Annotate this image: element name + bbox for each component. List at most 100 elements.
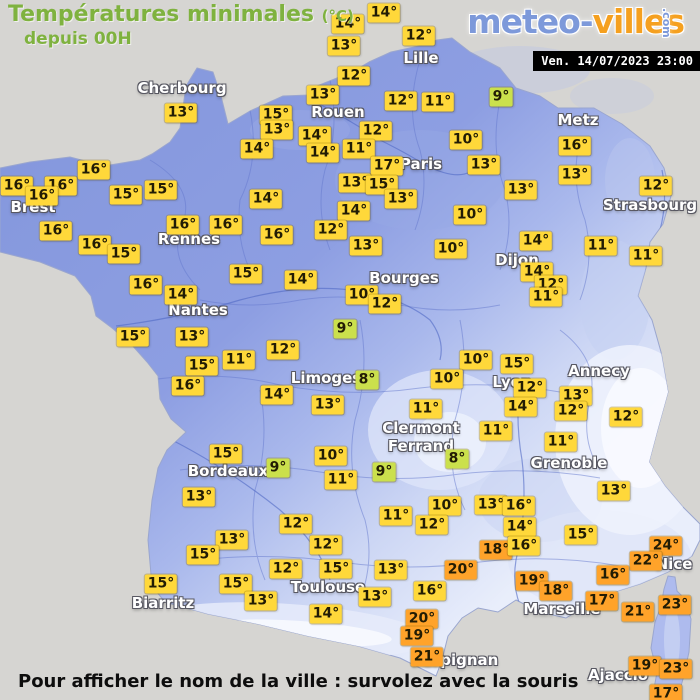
temp-badge[interactable]: 14° [503,517,537,537]
temp-badge[interactable]: 23° [658,595,692,615]
temp-badge[interactable]: 14° [164,285,198,305]
temp-badge[interactable]: 13° [597,481,631,501]
temp-badge[interactable]: 16° [413,581,447,601]
temp-badge[interactable]: 18° [479,540,513,560]
temp-badge[interactable]: 10° [434,239,468,259]
temp-badge[interactable]: 16° [596,565,630,585]
temp-badge[interactable]: 16° [25,186,59,206]
temp-badge[interactable]: 12° [314,220,348,240]
temp-badge[interactable]: 13° [374,560,408,580]
temp-badge[interactable]: 12° [639,176,673,196]
temp-badge[interactable]: 9° [489,87,513,107]
temp-badge[interactable]: 12° [337,66,371,86]
temp-badge[interactable]: 13° [384,189,418,209]
temp-badge[interactable]: 15° [185,356,219,376]
temp-badge[interactable]: 14° [519,231,553,251]
temp-badge[interactable]: 15° [259,105,293,125]
temp-badge[interactable]: 19° [628,656,662,676]
temp-badge[interactable]: 10° [449,130,483,150]
temp-badge[interactable]: 11° [584,236,618,256]
temp-badge[interactable]: 16° [502,496,536,516]
temp-badge[interactable]: 13° [260,120,294,140]
temp-badge[interactable]: 11° [629,246,663,266]
temp-badge[interactable]: 13° [358,587,392,607]
temp-badge[interactable]: 14° [331,14,365,34]
temp-badge[interactable]: 20° [405,609,439,629]
temp-badge[interactable]: 15° [229,264,263,284]
temp-badge[interactable]: 13° [175,327,209,347]
temp-badge[interactable]: 10° [428,496,462,516]
temp-badge[interactable]: 9° [333,319,357,339]
temp-badge[interactable]: 15° [500,354,534,374]
temp-badge[interactable]: 15° [144,180,178,200]
temp-badge[interactable]: 19° [400,626,434,646]
temp-badge[interactable]: 13° [349,236,383,256]
temp-badge[interactable]: 21° [410,647,444,667]
temp-badge[interactable]: 14° [504,397,538,417]
temp-badge[interactable]: 10° [453,205,487,225]
temp-badge[interactable]: 15° [564,525,598,545]
temp-badge[interactable]: 12° [266,340,300,360]
temp-badge[interactable]: 12° [368,294,402,314]
temp-badge[interactable]: 12° [359,121,393,141]
temp-badge[interactable]: 22° [629,551,663,571]
temp-badge[interactable]: 13° [559,386,593,406]
temp-badge[interactable]: 17° [649,684,683,700]
temp-badge[interactable]: 13° [244,591,278,611]
temp-badge[interactable]: 12° [513,378,547,398]
temp-badge[interactable]: 14° [337,201,371,221]
temp-badge[interactable]: 16° [260,225,294,245]
temp-badge[interactable]: 12° [384,91,418,111]
temp-badge[interactable]: 12° [269,559,303,579]
temp-badge[interactable]: 15° [107,244,141,264]
temp-badge[interactable]: 10° [459,350,493,370]
temp-badge[interactable]: 11° [342,139,376,159]
temp-badge[interactable]: 15° [219,574,253,594]
temp-badge[interactable]: 13° [467,155,501,175]
temp-badge[interactable]: 11° [421,92,455,112]
temp-badge[interactable]: 23° [659,659,693,679]
temp-badge[interactable]: 13° [182,487,216,507]
temp-badge[interactable]: 15° [116,327,150,347]
temp-badge[interactable]: 13° [164,103,198,123]
temp-badge[interactable]: 16° [166,215,200,235]
temp-badge[interactable]: 12° [415,515,449,535]
temp-badge[interactable]: 9° [372,462,396,482]
temp-badge[interactable]: 10° [430,369,464,389]
temp-badge[interactable]: 11° [544,432,578,452]
temp-badge[interactable]: 18° [539,581,573,601]
temp-badge[interactable]: 14° [298,126,332,146]
temp-badge[interactable]: 12° [402,26,436,46]
temp-badge[interactable]: 20° [444,560,478,580]
temp-badge[interactable]: 11° [324,470,358,490]
temp-badge[interactable]: 14° [260,385,294,405]
temp-badge[interactable]: 14° [249,189,283,209]
temp-badge[interactable]: 16° [558,136,592,156]
temp-badge[interactable]: 10° [314,446,348,466]
temp-badge[interactable]: 21° [621,602,655,622]
temp-badge[interactable]: 13° [215,530,249,550]
temp-badge[interactable]: 14° [306,143,340,163]
temp-badge[interactable]: 13° [311,395,345,415]
temp-badge[interactable]: 15° [186,545,220,565]
temp-badge[interactable]: 13° [474,495,508,515]
temp-badge[interactable]: 8° [445,449,469,469]
temp-badge[interactable]: 16° [129,275,163,295]
temp-badge[interactable]: 9° [266,458,290,478]
temp-badge[interactable]: 12° [554,401,588,421]
temp-badge[interactable]: 11° [479,421,513,441]
temp-badge[interactable]: 16° [171,376,205,396]
temp-badge[interactable]: 15° [109,185,143,205]
temp-badge[interactable]: 12° [309,535,343,555]
temp-badge[interactable]: 24° [649,536,683,556]
temp-badge[interactable]: 14° [309,604,343,624]
temp-badge[interactable]: 15° [209,444,243,464]
temp-badge[interactable]: 11° [222,350,256,370]
temp-badge[interactable]: 8° [355,370,379,390]
temp-badge[interactable]: 15° [319,559,353,579]
temp-badge[interactable]: 16° [0,176,34,196]
temp-badge[interactable]: 14° [284,270,318,290]
temp-badge[interactable]: 11° [379,506,413,526]
temp-badge[interactable]: 16° [209,215,243,235]
temp-badge[interactable]: 11° [529,287,563,307]
